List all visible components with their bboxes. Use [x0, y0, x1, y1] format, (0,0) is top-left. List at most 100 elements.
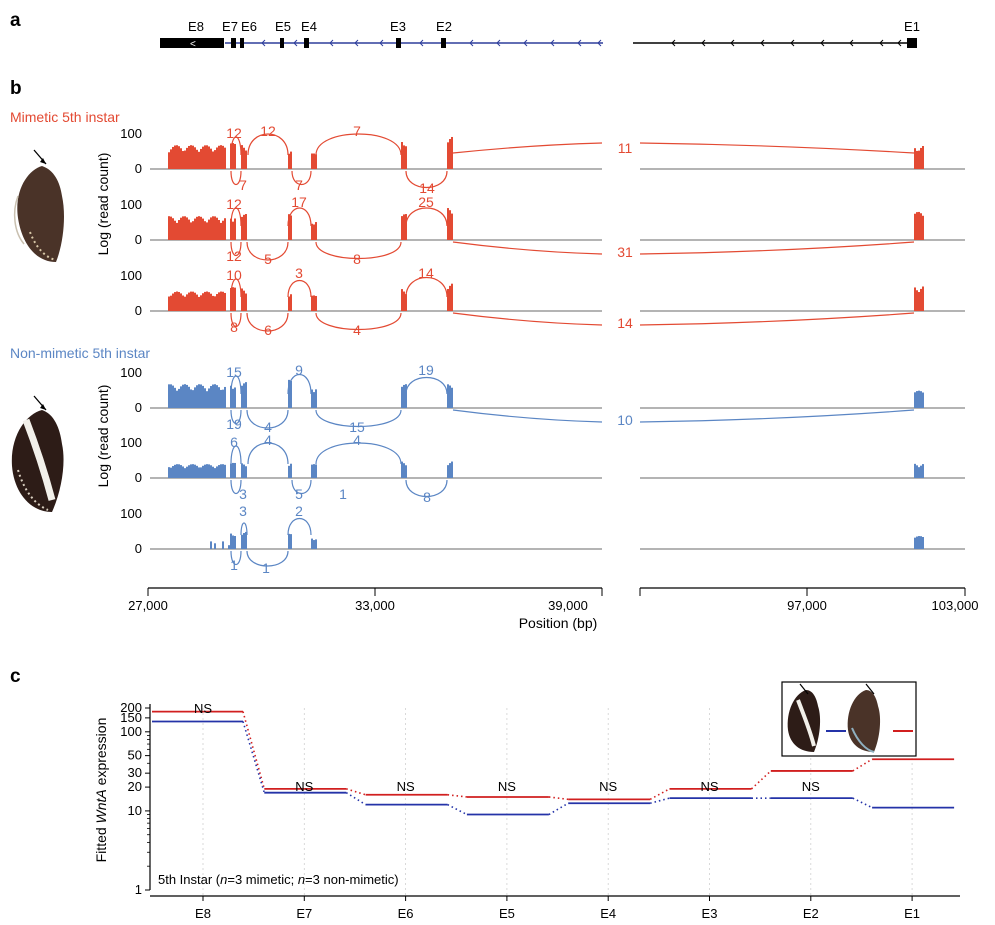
junction-count-below: 5: [264, 251, 272, 267]
long-junction-count: 31: [617, 244, 633, 260]
junction-count-below: 3: [239, 486, 247, 502]
intron-chevron-icon: [849, 39, 854, 47]
coverage-bar: [245, 531, 247, 549]
coverage-bar: [206, 464, 208, 478]
coverage-bar: [192, 390, 194, 408]
junction-arc: [230, 479, 242, 495]
junction-count-below: 8: [423, 489, 431, 505]
coverage-bar: [401, 216, 403, 240]
coverage-bar: [202, 385, 204, 408]
coverage-bar: [243, 147, 245, 169]
junction-count-above: 6: [230, 434, 238, 450]
annotation-n1: n: [220, 872, 227, 887]
coverage-bar: [243, 290, 245, 311]
long-junction-count: 10: [617, 412, 633, 428]
coverage-bar: [243, 383, 245, 408]
coverage-bar: [208, 146, 210, 169]
coverage-bar: [918, 536, 920, 549]
coverage-bar: [216, 147, 218, 169]
junction-arc: [315, 409, 402, 428]
mimetic-transition-dotted: [649, 788, 670, 801]
coverage-bar: [451, 136, 453, 169]
coverage-bar: [222, 389, 224, 408]
coverage-bar: [180, 293, 182, 311]
coverage-bar: [214, 150, 216, 169]
exon-e4-block: [304, 38, 309, 48]
junction-arc: [246, 550, 289, 567]
coverage-bar: [196, 216, 198, 240]
junction-count-below: 19: [226, 416, 242, 432]
sashimi-track: 100 0 10 3 14 8 6 4 14: [120, 265, 965, 338]
nonmimetic-transition-dotted: [345, 791, 367, 806]
coverage-bar: [403, 291, 405, 311]
coverage-bar: [174, 220, 176, 240]
coverage-bar: [403, 145, 405, 169]
panel-b-letter: b: [10, 78, 22, 99]
junction-count-below: 6: [264, 322, 272, 338]
coverage-bar: [176, 222, 178, 240]
intron-chevron-icon: [577, 39, 582, 47]
junction-arc: [405, 207, 448, 227]
coverage-bar: [200, 148, 202, 169]
coverage-bar: [168, 152, 170, 169]
coverage-bar: [182, 384, 184, 408]
junction-arc: [230, 170, 242, 186]
junction-count-below: 8: [353, 251, 361, 267]
intron-chevron-icon: [469, 39, 474, 47]
significance-label: NS: [397, 779, 415, 794]
coverage-bar: [202, 218, 204, 240]
coverage-bar: [212, 216, 214, 240]
coverage-bar: [186, 466, 188, 478]
junction-count-below: 1: [339, 486, 347, 502]
coverage-bar: [172, 218, 174, 240]
y-axis-title: Fitted WntA expression: [93, 718, 109, 863]
coverage-bar: [204, 145, 206, 169]
coverage-bar: [180, 386, 182, 408]
coverage-bar: [311, 538, 313, 549]
coverage-bar: [403, 214, 405, 240]
junction-count-below: 1: [230, 557, 238, 573]
coverage-bar: [216, 466, 218, 478]
coverage-bar: [290, 151, 292, 169]
coverage-bar: [178, 464, 180, 478]
coverage-bar: [210, 541, 212, 549]
intron-chevron-icon: [879, 39, 884, 47]
junction-count-below: 7: [239, 177, 247, 193]
junction-arc: [291, 170, 312, 186]
coverage-bar: [232, 535, 234, 549]
junction-count-below: 12: [226, 248, 242, 264]
x-tick-label: E6: [398, 906, 414, 921]
coverage-bar: [208, 464, 210, 478]
nonmimetic-transition-dotted: [548, 802, 569, 816]
coverage-bar: [245, 466, 247, 478]
junction-arc: [287, 207, 312, 227]
junction-arc: [230, 409, 242, 425]
junction-count-below: 4: [353, 322, 361, 338]
intron-chevron-icon: [701, 39, 706, 47]
sashimi-track: 100 0 15 9 19 19 4 15 10: [120, 362, 965, 435]
coverage-bar: [313, 295, 315, 311]
coverage-bar: [168, 467, 170, 478]
exon-e2-block: [441, 38, 446, 48]
chart-legend: [781, 681, 917, 757]
mimetic-butterfly-icon: [13, 149, 64, 262]
coverage-bar: [232, 388, 234, 408]
significance-label: NS: [802, 779, 820, 794]
coverage-bar: [313, 464, 315, 478]
coverage-bar: [447, 384, 449, 408]
junction-arc: [246, 241, 289, 261]
junction-count-below: 7: [295, 177, 303, 193]
coverage-bar: [405, 214, 407, 240]
coverage-bar: [172, 466, 174, 478]
coverage-bar: [401, 461, 403, 478]
coverage-bar: [914, 463, 916, 478]
coverage-bar: [210, 217, 212, 240]
x-tick-label: E2: [803, 906, 819, 921]
coverage-bar: [176, 291, 178, 311]
junction-count-above: 3: [239, 503, 247, 519]
coverage-bar: [200, 384, 202, 408]
coverage-bar: [186, 384, 188, 408]
coverage-bar: [230, 385, 232, 408]
coverage-bar: [922, 464, 924, 478]
